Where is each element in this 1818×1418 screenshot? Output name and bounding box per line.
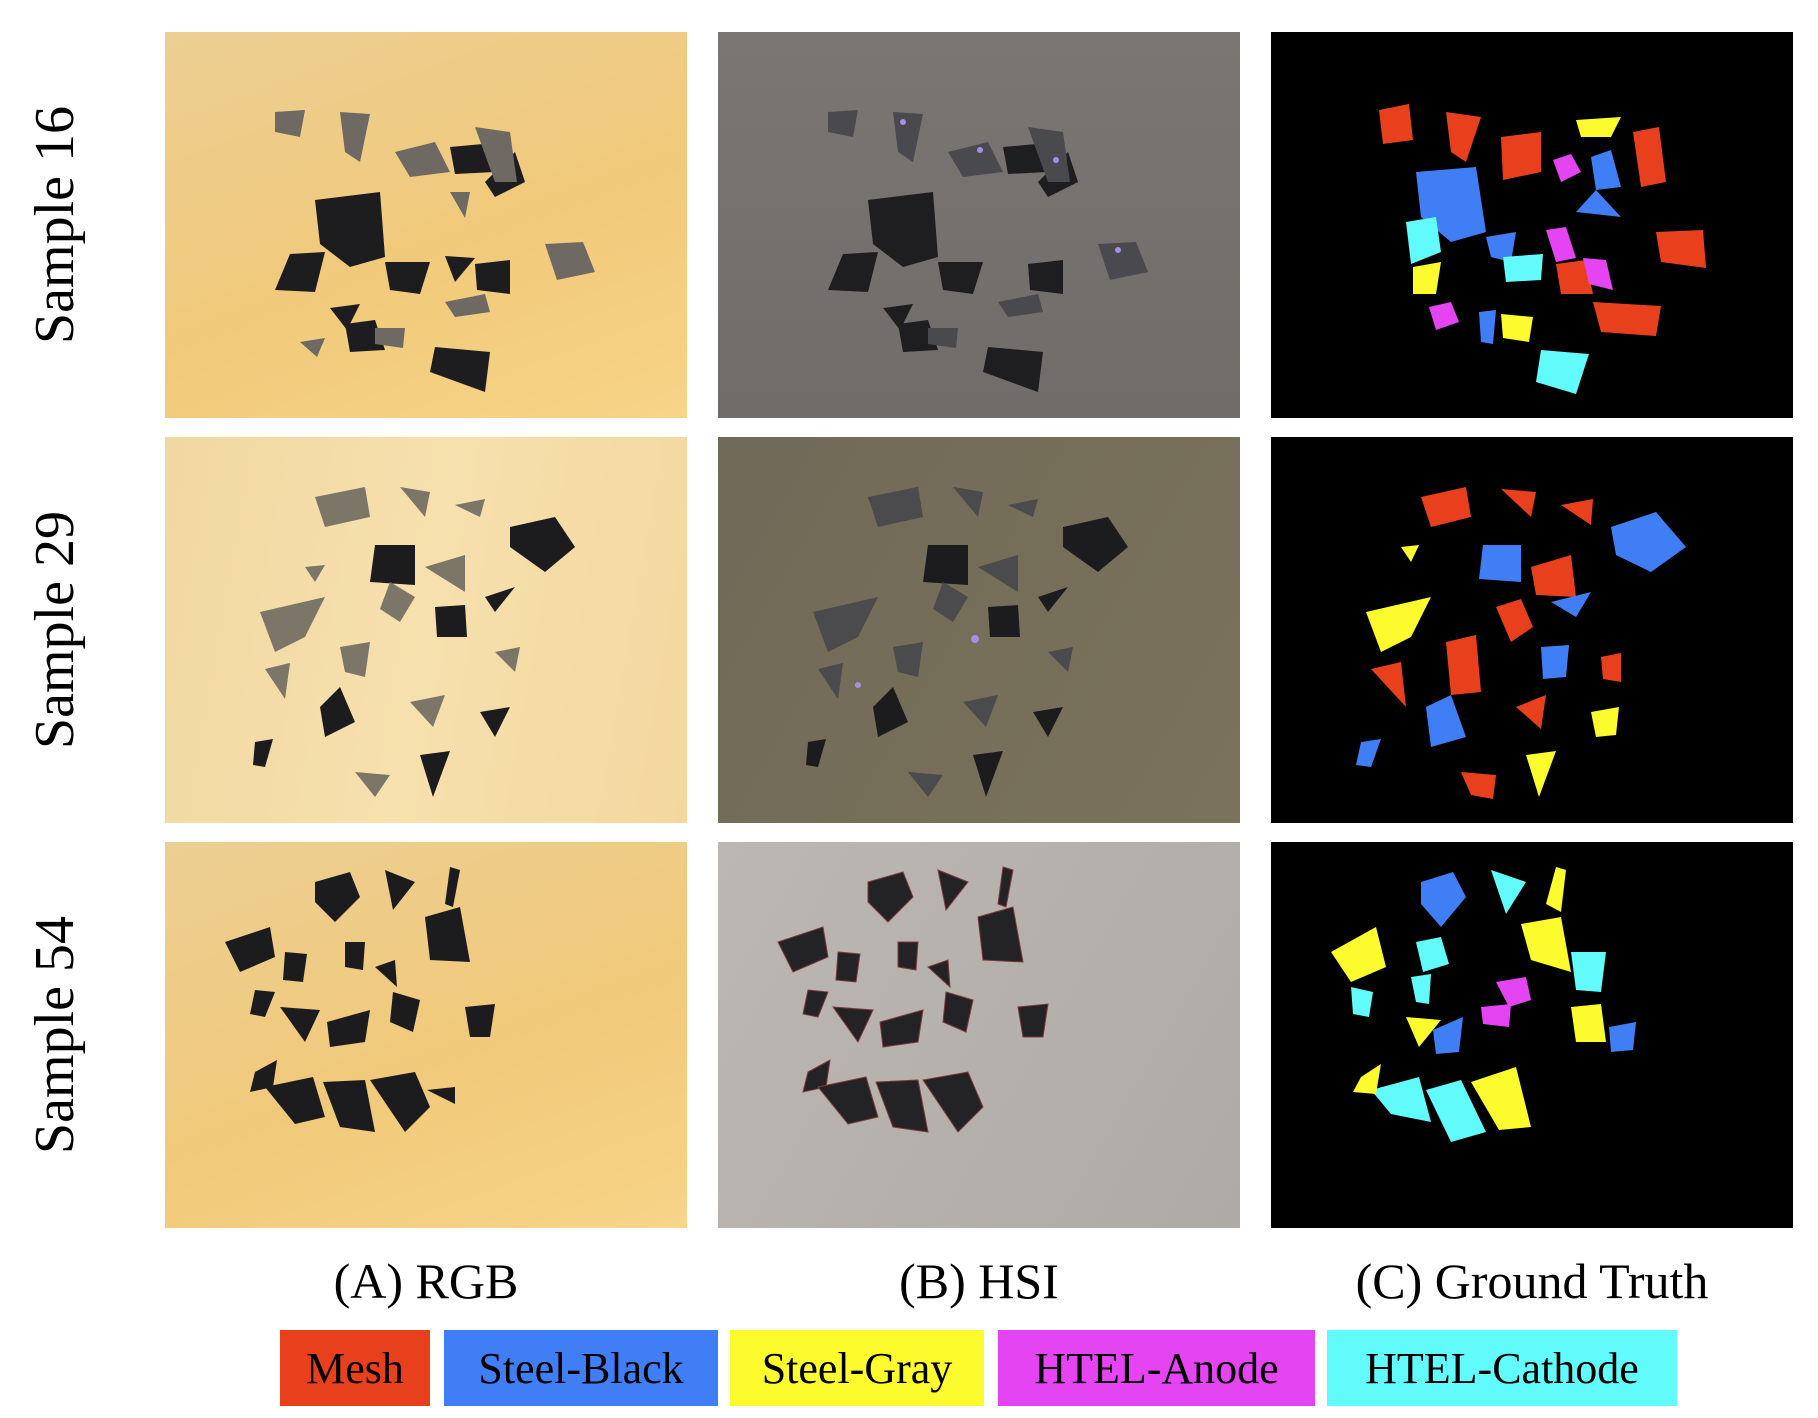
hsi-image-sample-54: [718, 842, 1240, 1228]
column-label-hsi: (B) HSI: [718, 1252, 1240, 1310]
row-label-sample-54: Sample 54: [0, 842, 110, 1228]
hsi-image-sample-29: [718, 437, 1240, 823]
column-label-rgb: (A) RGB: [165, 1252, 687, 1310]
rgb-image-sample-29: [165, 437, 687, 823]
column-label-ground-truth: (C) Ground Truth: [1271, 1252, 1793, 1310]
ground-truth-sample-29: [1271, 437, 1793, 823]
rgb-image-sample-16: [165, 32, 687, 418]
ground-truth-sample-16: [1271, 32, 1793, 418]
legend-steel-gray: Steel-Gray: [730, 1330, 984, 1406]
hsi-image-sample-16: [718, 32, 1240, 418]
ground-truth-sample-54: [1271, 842, 1793, 1228]
legend-mesh: Mesh: [280, 1330, 430, 1406]
row-label-sample-16: Sample 16: [0, 32, 110, 418]
legend-htel-cathode: HTEL-Cathode: [1327, 1330, 1677, 1406]
row-label-sample-29: Sample 29: [0, 437, 110, 823]
rgb-image-sample-54: [165, 842, 687, 1228]
legend-htel-anode: HTEL-Anode: [998, 1330, 1315, 1406]
legend-steel-black: Steel-Black: [444, 1330, 718, 1406]
